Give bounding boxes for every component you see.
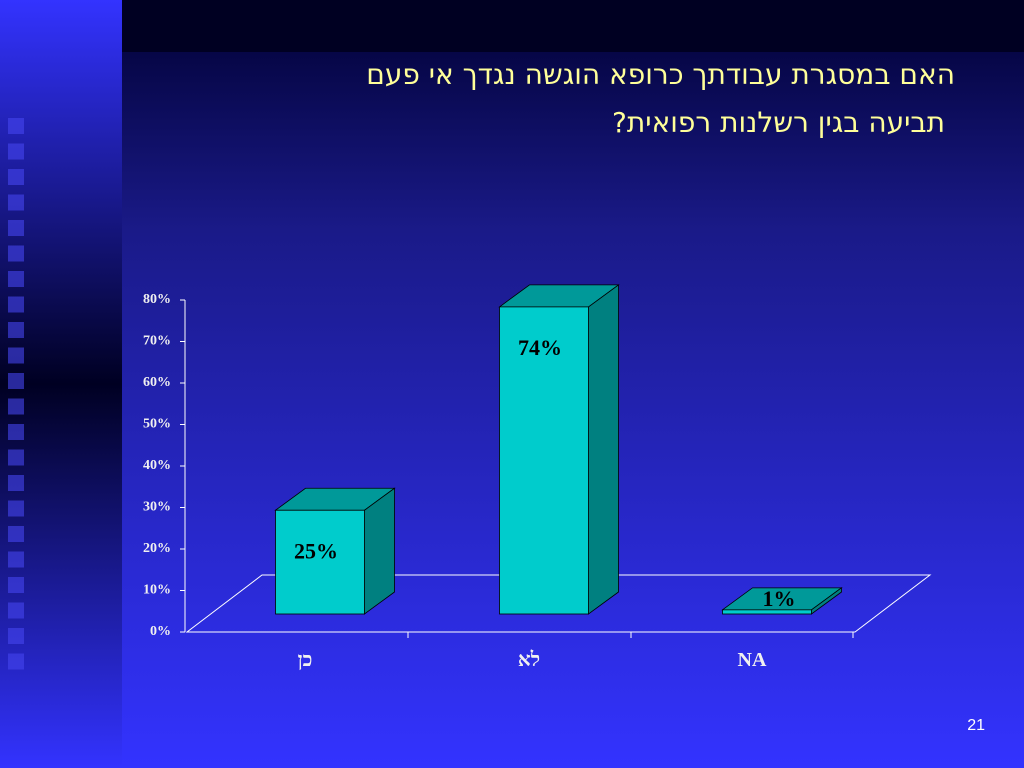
x-tick-label: NA [738, 649, 767, 671]
y-tick-label: 60% [143, 375, 171, 390]
chart-title: תביעה בגין רשלנות רפואית? [612, 106, 945, 139]
value-label: 1% [763, 586, 796, 611]
y-tick-label: 10% [143, 583, 171, 598]
bar [499, 306, 589, 615]
chart-title: האם במסגרת עבודתך כרופא הוגשה נגדך אי פע… [366, 58, 955, 91]
floor [185, 574, 932, 633]
y-tick-label: 40% [143, 458, 171, 473]
y-tick-label: 30% [143, 500, 171, 515]
x-tick-label: לא [518, 649, 540, 671]
y-tick-label: 70% [143, 334, 171, 349]
y-tick-label: 50% [143, 417, 171, 432]
bar [275, 509, 365, 615]
side-squares [8, 118, 26, 678]
y-tick-label: 80% [143, 292, 171, 307]
value-label: 25% [294, 538, 338, 563]
y-tick-label: 20% [143, 541, 171, 556]
top-band [0, 0, 1024, 52]
value-label: 74% [518, 335, 562, 360]
x-tick-label: כן [298, 649, 313, 671]
slide-number: 21 [967, 717, 985, 734]
y-tick-label: 0% [150, 624, 171, 639]
bar-side [364, 487, 395, 615]
bar [722, 609, 812, 615]
bar-side [588, 284, 619, 615]
